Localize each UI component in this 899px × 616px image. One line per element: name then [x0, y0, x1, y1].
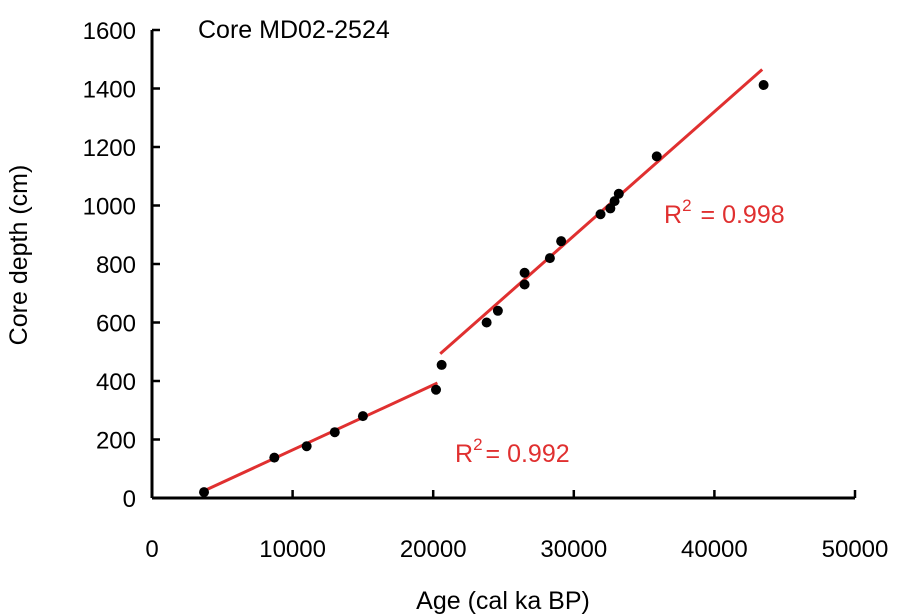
y-tick-label: 0 [123, 486, 136, 513]
x-tick-label: 40000 [681, 536, 748, 563]
data-point [481, 317, 492, 328]
data-point [651, 151, 662, 162]
x-tick-label: 10000 [259, 536, 326, 563]
data-point [431, 384, 442, 395]
y-tick-label: 1600 [83, 18, 136, 45]
data-point [544, 253, 555, 264]
data-point [357, 411, 368, 422]
r2-upper-exponent: 2 [682, 196, 691, 215]
y-tick-label: 200 [96, 428, 136, 455]
data-point [758, 79, 769, 90]
x-tick-label: 0 [145, 536, 158, 563]
data-point [595, 209, 606, 220]
data-point [519, 279, 530, 290]
y-axis-title: Core depth (cm) [5, 165, 33, 346]
y-tick-label: 800 [96, 252, 136, 279]
r2-lower-base: R [455, 440, 473, 468]
y-tick-label: 1200 [83, 135, 136, 162]
data-point [605, 203, 616, 214]
data-point [613, 188, 624, 199]
data-point [269, 452, 280, 463]
data-point [519, 267, 530, 278]
data-point [329, 427, 340, 438]
data-point [436, 359, 447, 370]
fit-lines [200, 68, 764, 494]
data-point [556, 236, 567, 247]
y-tick-label: 1000 [83, 194, 136, 221]
x-tick-label: 20000 [400, 536, 467, 563]
r2-label-lower-fit: R2 = 0.992 [455, 435, 570, 468]
data-point [492, 305, 503, 316]
data-points [199, 79, 769, 498]
chart-annotation-core-name: Core MD02-2524 [198, 16, 390, 44]
data-point [301, 441, 312, 452]
x-tick-label: 30000 [540, 536, 607, 563]
r2-lower-exponent: 2 [473, 435, 482, 454]
data-point [199, 487, 210, 498]
r2-upper-base: R [664, 201, 682, 229]
r2-label-upper-fit: R2 = 0.998 [664, 196, 785, 229]
r2-lower-value: = 0.992 [486, 440, 570, 468]
x-tick-label: 50000 [822, 536, 889, 563]
axes [150, 30, 855, 500]
y-tick-label: 1400 [83, 77, 136, 104]
x-axis-title: Age (cal ka BP) [416, 587, 590, 615]
y-tick-label: 600 [96, 311, 136, 338]
axis-ticks: 0 10000 20000 30000 40000 50000 0 200 400 600 800 1… [83, 18, 889, 563]
data-point [609, 196, 620, 207]
r2-upper-value: = 0.998 [701, 201, 785, 229]
fit-line-1 [200, 381, 439, 494]
y-tick-label: 400 [96, 369, 136, 396]
